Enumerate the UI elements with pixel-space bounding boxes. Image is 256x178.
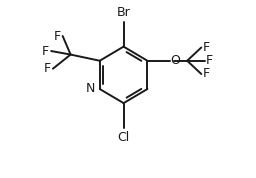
- Text: Cl: Cl: [118, 130, 130, 143]
- Text: F: F: [44, 62, 51, 75]
- Text: F: F: [54, 30, 60, 43]
- Text: F: F: [42, 44, 49, 57]
- Text: F: F: [203, 67, 210, 80]
- Text: F: F: [206, 54, 213, 67]
- Text: O: O: [170, 54, 180, 67]
- Text: Br: Br: [117, 6, 131, 19]
- Text: F: F: [203, 41, 210, 54]
- Text: N: N: [86, 82, 95, 96]
